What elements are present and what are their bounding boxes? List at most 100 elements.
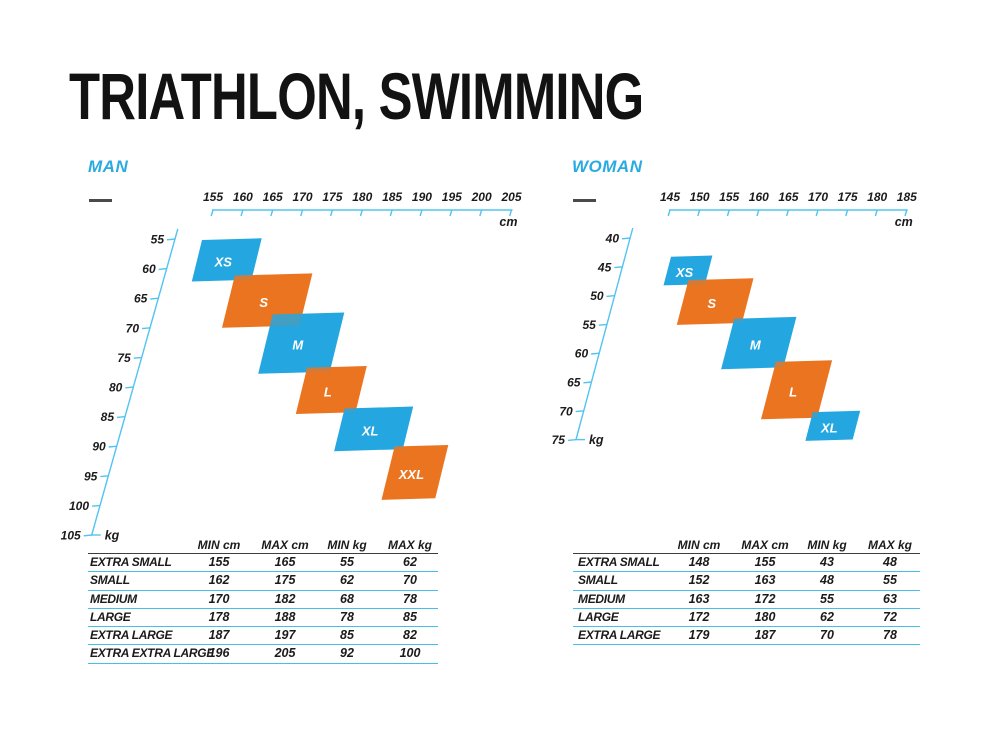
woman-cm-tick-label-180: 180	[867, 190, 887, 204]
value-cell: 155	[208, 555, 230, 569]
woman-cm-tick	[697, 209, 701, 217]
woman-kg-tick	[614, 266, 623, 269]
value-cell: 155	[754, 555, 776, 569]
man-junction-s-m	[269, 313, 303, 327]
value-cell: 196	[208, 646, 230, 661]
column-header: MIN cm	[197, 538, 241, 552]
woman-kg-tick	[591, 352, 600, 355]
size-table-woman: MIN cm MAX cm MIN kg MAX kg EXTRA SMALL 148 15…	[573, 537, 920, 646]
woman-cm-tick	[726, 209, 730, 217]
value-cell: 78	[403, 591, 417, 606]
man-diamond-label-s: S	[259, 295, 268, 310]
value-cell: 48	[820, 573, 834, 588]
woman-diamond-m	[721, 316, 797, 370]
woman-kg-tick	[575, 410, 585, 413]
man-junction-m-l	[306, 367, 331, 373]
woman-kg-axis: 40 45 50 55 60 65 70 75 kg	[552, 227, 634, 447]
woman-kg-tick-label-45: 45	[597, 260, 612, 274]
value-cell: 85	[340, 628, 354, 643]
value-cell: 85	[403, 609, 417, 624]
value-cell: 178	[208, 609, 230, 624]
woman-diamond-xl	[805, 410, 861, 441]
value-cell: 62	[340, 573, 354, 588]
value-cell: 179	[688, 628, 710, 643]
man-diamond-label-xxl: XXL	[398, 467, 424, 482]
woman-cm-axis: 145 150 155 160 165 170 175 180 185 cm	[660, 190, 917, 229]
value-cell: 180	[754, 609, 776, 624]
value-cell: 48	[883, 555, 897, 569]
woman-cm-tick-label-185: 185	[897, 190, 917, 204]
woman-junction-xs-s	[687, 279, 707, 285]
value-cell: 70	[403, 573, 417, 588]
man-cm-tick	[509, 209, 513, 217]
man-cm-tick	[419, 209, 423, 217]
man-cm-tick	[329, 209, 334, 217]
woman-kg-tick-label-70: 70	[559, 404, 573, 418]
value-cell: 175	[274, 573, 296, 588]
man-cm-tick	[389, 209, 393, 217]
column-header: MAX kg	[867, 538, 913, 552]
value-cell: 197	[274, 628, 296, 643]
woman-cm-tick-label-165: 165	[778, 190, 798, 204]
woman-kg-tick-label-40: 40	[605, 232, 620, 246]
size-name-cell: MEDIUM	[90, 591, 137, 606]
table-row: EXTRA EXTRA LARGE 196 205 92 100	[88, 645, 438, 664]
woman-diamond-label-xs: XS	[675, 265, 694, 280]
woman-table-header: MIN cm MAX cm MIN kg MAX kg	[573, 537, 920, 554]
woman-legend-dash	[573, 199, 596, 202]
woman-diamond-l	[761, 360, 833, 420]
value-cell: 188	[274, 609, 296, 624]
man-cm-unit-label: cm	[499, 215, 517, 229]
woman-diamond-label-m: M	[750, 338, 762, 353]
man-diamond-label-xl: XL	[361, 423, 379, 438]
value-cell: 55	[883, 573, 897, 588]
woman-cm-tick	[874, 209, 878, 217]
value-cell: 165	[274, 555, 296, 569]
woman-cm-tick-label-170: 170	[808, 190, 828, 204]
value-cell: 43	[820, 555, 834, 569]
size-name-cell: MEDIUM	[578, 591, 625, 606]
value-cell: 62	[820, 609, 834, 624]
woman-cm-tick-label-150: 150	[690, 190, 710, 204]
man-cm-tick	[270, 209, 274, 217]
man-kg-tick	[166, 238, 176, 241]
man-diamond-xs	[191, 238, 262, 282]
woman-kg-unit-label: kg	[589, 433, 604, 447]
man-kg-tick	[108, 445, 118, 448]
woman-junction-m-l	[774, 361, 785, 368]
size-name-cell: EXTRA EXTRA LARGE	[90, 646, 215, 661]
man-cm-tick-label-195: 195	[442, 190, 462, 204]
size-name-cell: SMALL	[578, 573, 618, 588]
man-table-header: MIN cm MAX cm MIN kg MAX kg	[88, 537, 438, 554]
table-row: EXTRA LARGE 187 197 85 82	[88, 627, 438, 646]
woman-diamond-xs	[663, 255, 713, 286]
woman-diamond-label-l: L	[789, 384, 797, 399]
value-cell: 55	[340, 555, 354, 569]
man-cm-tick	[449, 209, 453, 217]
man-kg-tick	[100, 475, 109, 478]
man-cm-tick	[300, 209, 304, 217]
woman-diamond-s	[676, 278, 754, 325]
man-cm-tick-label-170: 170	[293, 190, 313, 204]
woman-cm-tick-label-160: 160	[749, 190, 769, 204]
column-header: MAX cm	[741, 538, 789, 552]
man-cm-tick-label-155: 155	[203, 190, 223, 204]
man-kg-tick-label-75: 75	[117, 351, 131, 365]
man-size-chart: 155 160 165 170 175 180 185 190 195 200 205 cm 55 60 6…	[61, 190, 522, 543]
man-cm-tick-label-180: 180	[352, 190, 372, 204]
man-cm-tick-label-205: 205	[500, 190, 521, 204]
table-row: SMALL 162 175 62 70	[88, 572, 438, 591]
man-kg-tick-label-95: 95	[84, 469, 98, 483]
man-kg-tick	[141, 327, 151, 330]
value-cell: 163	[688, 591, 710, 606]
man-cm-tick-label-185: 185	[382, 190, 402, 204]
value-cell: 182	[274, 591, 296, 606]
value-cell: 72	[883, 609, 897, 624]
man-junction-xs-s	[233, 275, 253, 281]
man-kg-tick-label-65: 65	[134, 292, 148, 306]
woman-cm-tick-label-155: 155	[719, 190, 739, 204]
woman-kg-tick-label-75: 75	[552, 433, 566, 447]
man-diamond-l	[295, 366, 367, 414]
